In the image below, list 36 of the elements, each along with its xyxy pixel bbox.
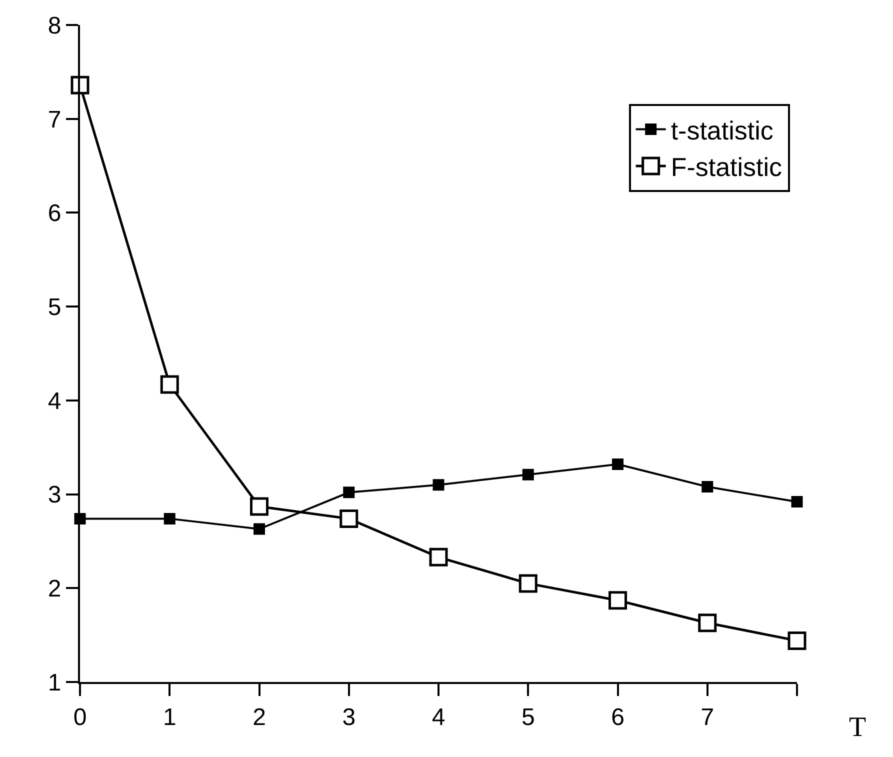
point bbox=[432, 479, 444, 491]
y-tick-label: 7 bbox=[48, 106, 62, 134]
point bbox=[791, 496, 803, 508]
point bbox=[340, 509, 358, 528]
x-axis-title: T bbox=[849, 712, 866, 743]
point bbox=[254, 523, 265, 535]
point bbox=[250, 497, 268, 516]
y-tick-label: 3 bbox=[48, 482, 62, 509]
x-tick-label: 1 bbox=[162, 704, 176, 731]
point bbox=[522, 468, 534, 480]
x-tick-label: 7 bbox=[700, 704, 714, 731]
y-tick-label: 8 bbox=[48, 12, 62, 40]
y-tick-label: 1 bbox=[48, 669, 62, 696]
x-tick-label: 5 bbox=[521, 704, 535, 731]
point bbox=[429, 548, 448, 566]
legend-label: t-statistic bbox=[670, 115, 774, 146]
point bbox=[698, 614, 717, 632]
y-tick-label: 2 bbox=[48, 576, 62, 603]
point bbox=[788, 631, 806, 650]
y-tick-label: 5 bbox=[48, 294, 62, 321]
point bbox=[343, 486, 355, 498]
x-tick-label: 0 bbox=[73, 704, 87, 731]
point bbox=[518, 574, 538, 593]
legend-label: F-statistic bbox=[670, 152, 782, 182]
point bbox=[70, 76, 90, 94]
x-tick-label: 6 bbox=[611, 704, 624, 731]
point bbox=[160, 375, 179, 394]
point bbox=[608, 591, 627, 610]
point bbox=[702, 481, 714, 493]
point bbox=[612, 458, 624, 470]
x-tick-label: 3 bbox=[342, 704, 356, 731]
y-tick-label: 4 bbox=[48, 388, 62, 415]
point bbox=[164, 512, 176, 524]
y-tick-label: 6 bbox=[48, 200, 62, 228]
x-tick-label: 2 bbox=[252, 704, 266, 731]
x-tick-label: 4 bbox=[432, 704, 446, 731]
